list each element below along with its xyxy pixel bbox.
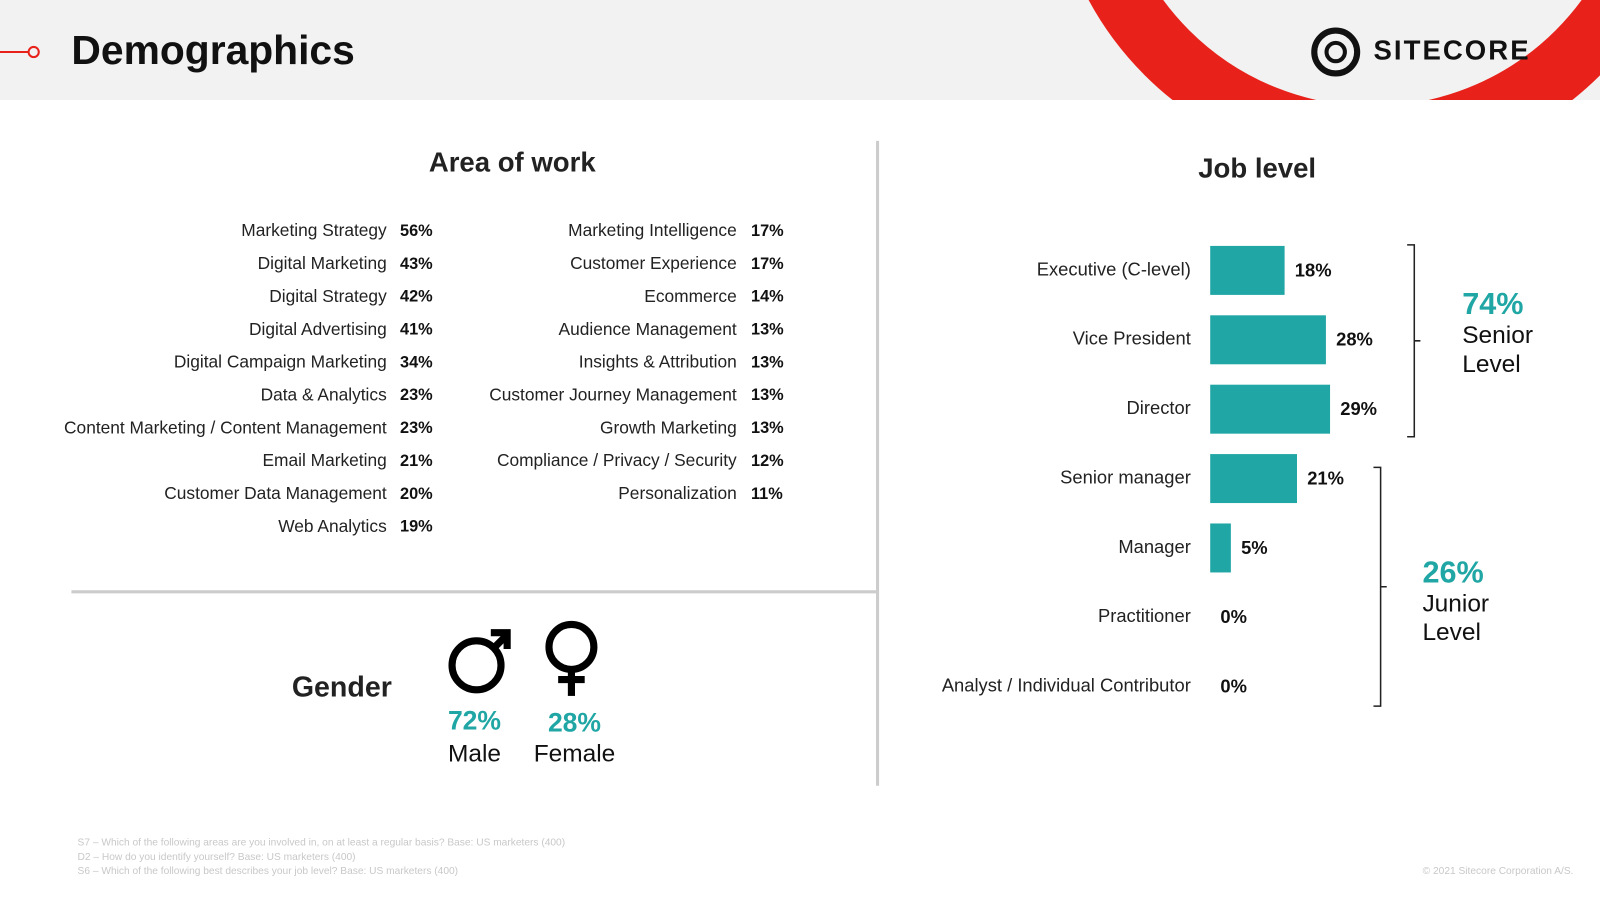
footnote: D2 – How do you identify yourself? Base:…	[78, 852, 356, 863]
area-label: Digital Marketing	[258, 253, 387, 273]
area-value: 13%	[751, 419, 784, 437]
area-label: Customer Journey Management	[489, 384, 737, 404]
gender-value: 28%	[548, 708, 601, 738]
header-band	[0, 0, 1600, 100]
area-label: Web Analytics	[278, 516, 387, 536]
bar	[1210, 384, 1331, 434]
logo-icon-inner	[1324, 40, 1347, 64]
area-value: 41%	[400, 321, 433, 339]
area-value: 21%	[400, 452, 433, 470]
area-value: 23%	[400, 419, 433, 437]
footnote: S7 – Which of the following areas are yo…	[78, 838, 566, 849]
annotation-value: 74%	[1462, 287, 1523, 321]
footnote: S6 – Which of the following best describ…	[78, 866, 459, 877]
annotation-label: Level	[1422, 619, 1481, 646]
annotation-label: Level	[1462, 351, 1521, 378]
area-value: 17%	[751, 222, 784, 240]
area-value: 11%	[751, 485, 783, 503]
value-label: 18%	[1295, 259, 1332, 280]
category-label: Senior manager	[1060, 466, 1191, 487]
value-label: 0%	[1220, 606, 1247, 627]
value-label: 21%	[1307, 467, 1344, 488]
area-label: Customer Experience	[570, 253, 737, 273]
area-label: Personalization	[618, 483, 736, 503]
category-label: Practitioner	[1098, 605, 1191, 626]
area-value: 12%	[751, 452, 784, 470]
area-value: 13%	[751, 321, 784, 339]
bar	[1210, 245, 1285, 295]
logo-icon	[1311, 27, 1361, 77]
copyright: © 2021 Sitecore Corporation A/S.	[1423, 866, 1574, 877]
area-value: 34%	[400, 353, 433, 371]
area-value: 56%	[400, 222, 433, 240]
area-label: Digital Advertising	[249, 319, 387, 339]
male-icon	[448, 629, 511, 694]
category-label: Director	[1127, 397, 1191, 418]
area-label: Compliance / Privacy / Security	[497, 450, 737, 470]
area-label: Digital Strategy	[269, 286, 387, 306]
category-label: Vice President	[1073, 328, 1191, 349]
area-value: 42%	[400, 288, 433, 306]
area-label: Customer Data Management	[164, 483, 387, 503]
area-label: Data & Analytics	[261, 384, 388, 404]
gender-value: 72%	[448, 705, 501, 735]
section-title: Gender	[292, 671, 392, 703]
chart-title: Job level	[1198, 153, 1316, 184]
area-value: 43%	[400, 255, 433, 273]
area-label: Digital Campaign Marketing	[174, 352, 387, 372]
area-label: Insights & Attribution	[579, 352, 737, 372]
bar	[1210, 315, 1326, 365]
area-value: 19%	[400, 518, 433, 536]
area-value: 20%	[400, 485, 433, 503]
page-title: Demographics	[71, 27, 354, 73]
bracket	[1373, 466, 1387, 707]
category-label: Analyst / Individual Contributor	[942, 675, 1191, 696]
annotation-label: Junior	[1422, 591, 1489, 618]
bar	[1210, 523, 1231, 573]
area-label: Ecommerce	[644, 286, 736, 306]
annotation-value: 26%	[1422, 556, 1483, 590]
area-label: Audience Management	[559, 319, 737, 339]
area-label: Growth Marketing	[600, 417, 737, 437]
area-label: Content Marketing / Content Management	[64, 417, 387, 437]
area-value: 17%	[751, 255, 784, 273]
bar	[1210, 454, 1297, 504]
gender-label: Female	[534, 741, 616, 768]
section-title: Area of work	[429, 147, 597, 178]
value-label: 5%	[1241, 537, 1268, 558]
logo-text: SITECORE	[1373, 34, 1530, 65]
value-label: 29%	[1340, 398, 1377, 419]
area-value: 23%	[400, 386, 433, 404]
value-label: 28%	[1336, 329, 1373, 350]
accent-dot	[27, 45, 40, 59]
category-label: Executive (C-level)	[1037, 258, 1191, 279]
area-value: 14%	[751, 288, 784, 306]
category-label: Manager	[1118, 536, 1190, 557]
value-label: 0%	[1220, 676, 1247, 697]
area-value: 13%	[751, 386, 784, 404]
annotation-label: Senior	[1462, 322, 1533, 349]
area-label: Marketing Intelligence	[568, 220, 737, 240]
gender-label: Male	[448, 741, 501, 768]
area-label: Email Marketing	[263, 450, 387, 470]
area-label: Marketing Strategy	[241, 220, 387, 240]
area-value: 13%	[751, 353, 784, 371]
female-icon	[545, 620, 598, 696]
bracket	[1407, 244, 1421, 438]
